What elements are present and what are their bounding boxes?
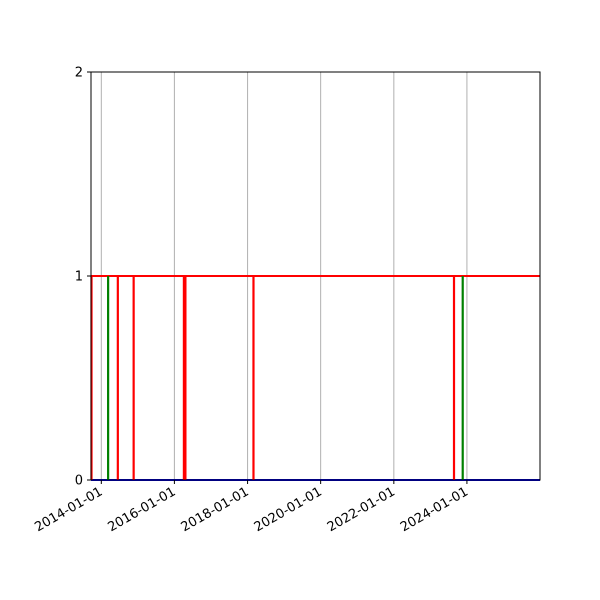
y-tick-label: 2 (75, 66, 83, 81)
y-tick-label: 1 (75, 270, 83, 285)
y-tick-label: 0 (75, 474, 83, 489)
